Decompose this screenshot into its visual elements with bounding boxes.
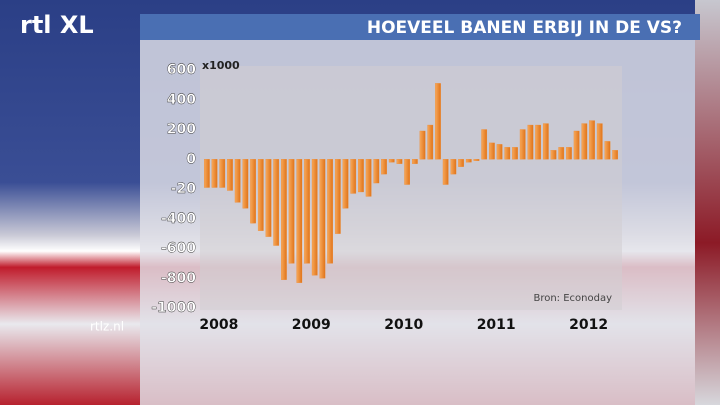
y-tick-label: 600 — [167, 62, 196, 78]
bar — [311, 159, 318, 276]
bar — [412, 159, 418, 164]
bar — [442, 159, 449, 185]
source: Bron: Econoday — [533, 293, 612, 304]
bar — [381, 159, 387, 175]
bar — [373, 159, 380, 184]
bar — [512, 147, 518, 160]
bar — [257, 159, 264, 231]
bar — [242, 159, 249, 209]
bar — [581, 123, 588, 160]
bar — [396, 159, 403, 164]
x-tick-label: 2008 — [199, 317, 238, 333]
bar — [458, 159, 464, 167]
bar — [566, 147, 572, 160]
bar — [404, 159, 410, 185]
bar — [573, 130, 580, 160]
y-tick-label: 200 — [167, 122, 196, 138]
bar — [365, 159, 372, 197]
bar — [419, 130, 426, 160]
bar — [219, 159, 226, 188]
chart-title: HOEVEEL BANEN ERBIJ IN DE VS? — [367, 18, 682, 38]
side-stripe — [695, 0, 720, 405]
bar — [211, 159, 218, 188]
y-tick-label: -400 — [161, 211, 196, 227]
bar — [288, 159, 295, 264]
bar — [334, 159, 341, 234]
bar — [250, 159, 256, 224]
y-tick-label: -1000 — [151, 300, 196, 316]
bar — [542, 123, 549, 160]
bar — [527, 124, 534, 160]
bar — [304, 159, 310, 264]
bar — [465, 159, 472, 163]
bar — [535, 124, 541, 160]
x-tick-label: 2012 — [569, 317, 608, 333]
bar — [327, 159, 333, 264]
bar — [473, 159, 480, 161]
bar — [227, 159, 233, 191]
logo: rtl XL — [20, 11, 94, 39]
bar — [265, 159, 272, 237]
bar — [489, 142, 495, 160]
x-tick-label: 2010 — [384, 317, 423, 333]
x-tick-label: 2011 — [477, 317, 516, 333]
bar — [596, 123, 603, 160]
bar — [234, 159, 241, 203]
bar — [427, 124, 434, 160]
y-unit: x1000 — [202, 59, 240, 72]
y-tick-label: -800 — [161, 270, 196, 286]
bar — [558, 147, 565, 160]
bar — [273, 159, 280, 246]
bar — [296, 159, 303, 283]
bar — [496, 144, 503, 160]
bar — [550, 150, 557, 160]
bar — [612, 150, 618, 160]
y-tick-label: 0 — [186, 151, 196, 167]
bar — [504, 147, 511, 160]
y-tick-label: -20 — [171, 181, 197, 197]
bar — [435, 83, 441, 160]
bar — [350, 159, 357, 194]
bar — [358, 159, 364, 193]
bar — [281, 159, 287, 280]
bar — [319, 159, 326, 279]
bar — [342, 159, 349, 209]
bar — [589, 120, 595, 160]
site: rtlz.nl — [90, 320, 124, 334]
bar — [519, 129, 526, 160]
bar — [388, 159, 395, 163]
bar — [450, 159, 457, 175]
bar — [481, 129, 488, 160]
y-tick-label: -600 — [161, 241, 196, 257]
title-bar — [140, 14, 700, 40]
y-tick-label: 400 — [167, 92, 196, 108]
bar — [204, 159, 210, 188]
x-tick-label: 2009 — [292, 317, 331, 333]
bar — [604, 141, 611, 160]
